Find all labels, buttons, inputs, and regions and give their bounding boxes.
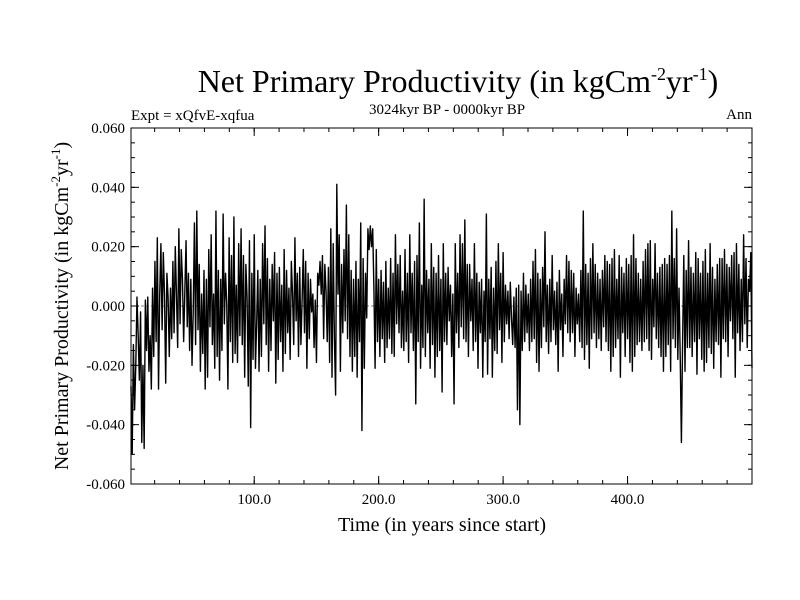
- y-tick-label: 0.020: [91, 240, 125, 256]
- x-axis-ticks: 100.0 200.0 300.0 400.0: [154, 128, 728, 508]
- chart-title: Net Primary Productivity (in kgCm-2yr-1): [198, 63, 719, 99]
- chart-title-end: ): [708, 63, 719, 99]
- y-tick-label: 0.000: [91, 299, 125, 315]
- subtitle-center: 3024kyr BP - 0000kyr BP: [369, 102, 525, 118]
- chart-title-main: Net Primary Productivity (in kgCm: [198, 63, 651, 99]
- x-tick-label: 400.0: [611, 492, 645, 508]
- x-tick-label: 300.0: [486, 492, 520, 508]
- y-axis-label-main: Net Primary Productivity (in kgCm: [51, 186, 73, 470]
- series-line-npp: [130, 183, 753, 456]
- y-axis-label-mid: yr: [51, 159, 73, 176]
- y-axis-label-sup2: -1: [48, 149, 63, 160]
- y-tick-label: -0.060: [86, 477, 125, 493]
- x-tick-label: 200.0: [362, 492, 396, 508]
- y-axis-ticks: -0.060 -0.040 -0.020 0.000 0.020 0.040 0.060: [86, 121, 752, 493]
- x-tick-label: 100.0: [237, 492, 271, 508]
- subtitle-right: Ann: [726, 107, 752, 123]
- x-axis-label: Time (in years since start): [338, 514, 546, 536]
- chart-title-sup1: -2: [651, 64, 666, 84]
- y-tick-label: 0.060: [91, 121, 125, 137]
- y-tick-label: 0.040: [91, 180, 125, 196]
- y-tick-label: -0.020: [86, 358, 125, 374]
- chart-title-mid: yr: [666, 63, 693, 99]
- chart-title-sup2: -1: [693, 64, 708, 84]
- subtitle-left: Expt = xQfvE-xqfua: [131, 108, 255, 124]
- y-tick-label: -0.040: [86, 418, 125, 434]
- y-axis-label-sup1: -2: [48, 176, 63, 187]
- y-axis-label-end: ): [51, 142, 73, 149]
- y-axis-label: Net Primary Productivity (in kgCm-2yr-1): [48, 142, 73, 470]
